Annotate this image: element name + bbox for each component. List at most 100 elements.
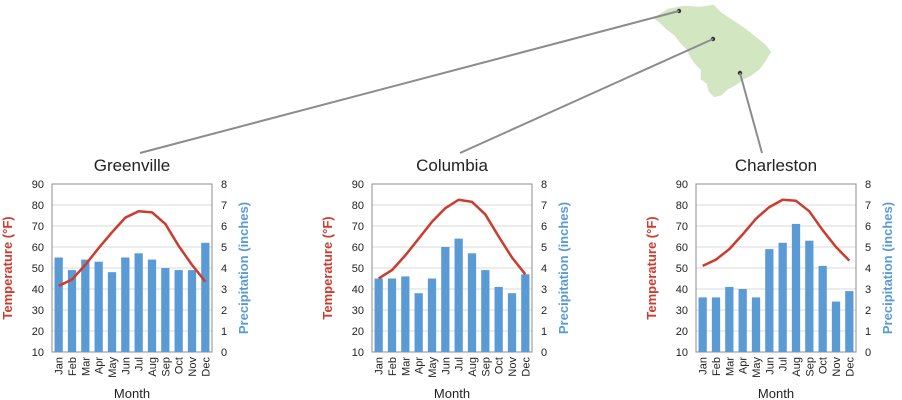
precipitation-bar: [738, 289, 747, 352]
columbia-leader-line: [459, 38, 714, 154]
left-tick-label: 10: [32, 347, 44, 359]
right-tick-label: 6: [221, 221, 227, 233]
left-tick-label: 30: [676, 305, 688, 317]
chart-greenville: Greenville 10 20 30 40 50 60 70 80 90 0 1 2 3 4 5 6 7 8 Jan…: [0, 156, 251, 400]
left-tick-label: 80: [676, 200, 688, 212]
precipitation-bar: [467, 253, 477, 352]
precipitation-bar: [831, 301, 841, 352]
left-tick-label: 60: [352, 242, 364, 254]
month-label: Nov: [187, 357, 199, 377]
charts: Greenville102030405060708090012345678Jan…: [0, 156, 895, 400]
greenville-leader-line: [139, 10, 680, 154]
month-label: Jul: [134, 357, 146, 371]
precipitation-bar: [454, 238, 463, 352]
month-label: Mar: [80, 357, 92, 376]
month-label: Sep: [160, 357, 172, 377]
right-tick-label: 6: [541, 221, 547, 233]
right-tick-label: 1: [865, 326, 871, 338]
precipitation-bar: [387, 278, 397, 352]
precipitation-bar: [134, 253, 143, 352]
month-label: Sep: [804, 357, 816, 377]
right-tick-label: 3: [865, 284, 871, 296]
month-label: Aug: [791, 357, 803, 377]
temperature-line: [58, 210, 207, 287]
right-tick-label: 8: [541, 179, 547, 191]
month-label: Sep: [480, 357, 492, 377]
precipitation-bar: [818, 265, 827, 352]
plot-frame: [371, 183, 533, 353]
precipitation-bar: [427, 278, 437, 352]
month-label: Aug: [467, 357, 479, 377]
precipitation-bar: [845, 291, 854, 352]
plot-frame: [51, 183, 213, 353]
right-tick-label: 3: [221, 284, 227, 296]
month-label: May: [751, 357, 763, 378]
precipitation-bar: [174, 270, 183, 352]
left-tick-label: 30: [32, 305, 44, 317]
month-label: Jan: [54, 357, 66, 375]
precipitation-bar: [521, 274, 530, 352]
left-tick-label: 50: [676, 263, 688, 275]
x-axis-label: Month: [114, 386, 150, 400]
month-label: Feb: [387, 357, 399, 376]
precipitation-bar: [161, 268, 170, 352]
month-label: Apr: [414, 357, 426, 374]
precipitation-bar: [54, 257, 63, 352]
precipitation-bar: [81, 259, 90, 352]
month-label: Jan: [698, 357, 710, 375]
right-tick-label: 4: [541, 263, 547, 275]
month-label: Jun: [440, 357, 452, 375]
right-tick-label: 4: [865, 263, 871, 275]
temperature-line: [702, 198, 851, 268]
precipitation-bar: [414, 293, 423, 352]
right-tick-label: 5: [865, 242, 871, 254]
left-tick-label: 40: [676, 284, 688, 296]
right-tick-label: 7: [541, 200, 547, 212]
left-tick-label: 90: [352, 179, 364, 191]
left-axis-label: Temperature (°F): [0, 216, 15, 319]
month-label: Nov: [831, 357, 843, 377]
month-label: Oct: [494, 357, 506, 374]
precipitation-bar: [765, 249, 774, 352]
left-tick-label: 80: [352, 200, 364, 212]
right-tick-label: 7: [221, 200, 227, 212]
month-label: Oct: [818, 357, 830, 374]
chart-charleston: Charleston 10 20 30 40 50 60 70 80 90 0 1 2 3 4 5 6 7 8 Jan…: [644, 156, 895, 400]
right-tick-label: 6: [865, 221, 871, 233]
month-label: Mar: [400, 357, 412, 376]
precipitation-bar: [725, 286, 734, 352]
precipitation-bar: [778, 242, 787, 352]
right-tick-label: 1: [221, 326, 227, 338]
month-label: Jun: [764, 357, 776, 375]
left-tick-label: 70: [32, 221, 44, 233]
left-tick-label: 10: [352, 347, 364, 359]
right-tick-label: 5: [221, 242, 227, 254]
left-tick-label: 10: [676, 347, 688, 359]
precipitation-bar: [494, 286, 503, 352]
left-axis-label: Temperature (°F): [320, 216, 335, 319]
right-tick-label: 2: [541, 305, 547, 317]
left-tick-label: 20: [352, 326, 364, 338]
chart-title: Greenville: [94, 156, 171, 175]
left-tick-label: 50: [352, 263, 364, 275]
x-axis-label: Month: [434, 386, 470, 400]
right-tick-label: 8: [221, 179, 227, 191]
chart-title: Charleston: [735, 156, 817, 175]
month-label: Dec: [200, 357, 212, 377]
temperature-line: [378, 198, 527, 280]
right-tick-label: 7: [865, 200, 871, 212]
precipitation-bar: [147, 259, 157, 352]
left-tick-label: 40: [352, 284, 364, 296]
month-label: Nov: [507, 357, 519, 377]
month-label: Aug: [147, 357, 159, 377]
precipitation-bar: [751, 297, 761, 352]
month-label: Jun: [120, 357, 132, 375]
state-map: [650, 3, 773, 99]
left-tick-label: 60: [676, 242, 688, 254]
precipitation-bar: [121, 257, 130, 352]
month-label: Jul: [454, 357, 466, 371]
month-label: Apr: [94, 357, 106, 374]
month-label: May: [107, 357, 119, 378]
precipitation-bar: [805, 240, 814, 352]
